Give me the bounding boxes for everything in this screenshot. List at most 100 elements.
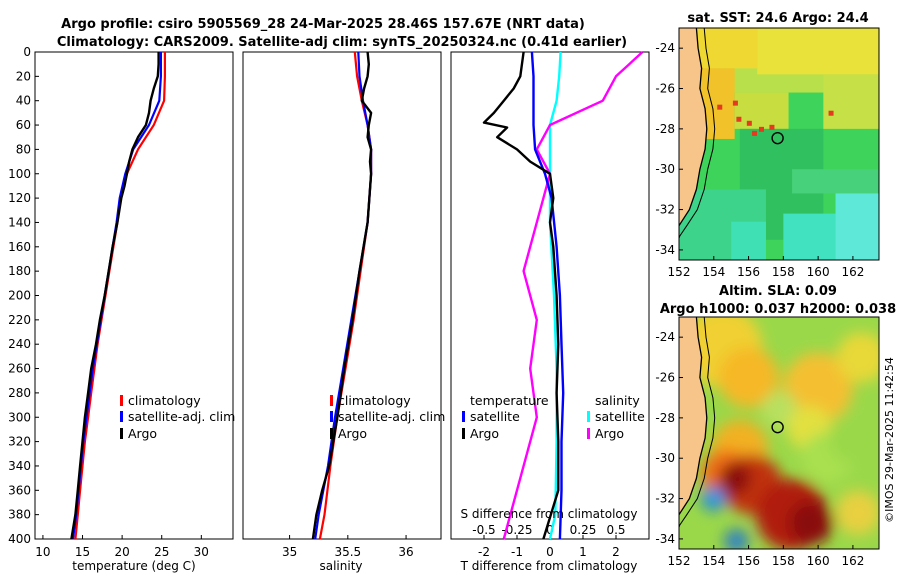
legend-swatch-t-satellite [462,411,465,422]
shelf-line [679,28,716,240]
depth-tick-label: 100 [8,167,31,181]
difference-legend: temperature satellite Argo salinity sate… [462,393,645,441]
depth-tick-label: 280 [8,386,31,400]
x-tick-label: -1 [511,545,523,559]
map-lon-label: 162 [841,265,864,279]
depth-tick-label: 340 [8,459,31,473]
figure-title-line2: Climatology: CARS2009. Satellite-adj cli… [57,35,627,50]
legend-label-s-argo: Argo [595,426,624,441]
sst-warm-pixel [752,130,758,136]
temperature-axes [34,51,234,540]
series-line-temperature-satellite [530,51,565,540]
land-mass [679,317,708,516]
shelf-line [679,317,716,529]
temperature-xlabel: temperature (deg C) [72,559,195,573]
map-lat-label: -32 [655,492,675,506]
x-tick-label: 2 [612,545,620,559]
depth-tick-label: 40 [16,94,31,108]
map-lon-label: 160 [807,554,830,568]
sla-blob [828,414,877,463]
depth-tick-label: 120 [8,191,31,205]
salinity-panel: 35 35.5 36 salinity climatology satellite-… [242,51,445,573]
x-tick-label: 25 [154,545,169,559]
depth-tick-label: 240 [8,337,31,351]
sst-warm-pixel [769,124,775,130]
temperature-legend: climatology satellite-adj. clim Argo [120,393,235,441]
map-lat-label: -28 [655,411,675,425]
map-lat-label: -30 [655,451,675,465]
sst-patch [823,74,879,129]
legend-heading-salinity: salinity [595,393,640,408]
depth-tick-label: 180 [8,264,31,278]
x-tick-label: 35 [282,545,297,559]
sst-warm-pixel [759,126,764,132]
depth-tick-label: 400 [8,532,31,546]
legend-label-argo: Argo [338,426,367,441]
sst-warm-pixel [717,104,723,110]
map-lat-label: -30 [655,162,675,176]
legend-swatch-argo [330,428,333,439]
depth-tick-label: 160 [8,240,31,254]
sdiff-tick-label: 0.25 [570,523,597,537]
sla-blob [783,352,854,423]
sst-map-title: sat. SST: 24.6 Argo: 24.4 [687,11,868,26]
depth-tick-label: 80 [16,142,31,156]
x-tick-label: 35.5 [334,545,361,559]
sla-blob [718,347,779,408]
x-tick-label: 15 [75,545,90,559]
sla-map-frame [678,316,880,550]
salinity-axes [242,51,442,540]
map-lat-label: -34 [655,243,675,257]
series-line-salinity-argo [502,51,644,540]
map-lat-label: -28 [655,122,675,136]
map-lon-label: 160 [807,265,830,279]
sdiff-tick-label: -0.25 [501,523,532,537]
tdiff-xlabel: T difference from climatology [460,559,638,573]
map-lat-label: -24 [655,330,675,344]
legend-swatch-satellite [330,411,333,422]
legend-label-satellite: satellite-adj. clim [128,409,235,424]
x-tick-label: 20 [114,545,129,559]
salinity-xlabel: salinity [319,559,362,573]
map-lon-label: 156 [737,554,760,568]
argo-location-marker [771,131,784,145]
sst-warm-pixel [732,100,738,106]
x-tick-label: 36 [398,545,413,559]
map-lon-label: 152 [668,554,691,568]
legend-label-climatology: climatology [128,393,201,408]
temperature-panel: 0 20 40 60 80 100 120 140 160 180 200 220 240 260 280 3… [8,45,455,573]
legend-label-argo: Argo [128,426,157,441]
sst-map-frame [678,27,880,261]
series-line-temperature-argo [482,51,560,540]
legend-swatch-climatology [120,395,123,406]
x-tick-label: -2 [478,545,490,559]
map-lon-label: 158 [772,265,795,279]
map-lon-label: 156 [737,265,760,279]
salinity-legend: climatology satellite-adj. clim Argo [330,393,445,441]
legend-label-satellite: satellite-adj. clim [338,409,445,424]
depth-tick-label: 20 [16,69,31,83]
sla-map-title-line1: Altim. SLA: 0.09 [719,284,837,299]
sla-blob [718,462,751,495]
difference-axes [450,51,650,540]
depth-tick-label: 200 [8,289,31,303]
imos-timestamp: ©IMOS 29-Mar-2025 11:42:54 [883,357,896,523]
sla-blob [761,391,798,428]
depth-tick-label: 60 [16,118,31,132]
legend-label-t-satellite: satellite [470,409,520,424]
sst-patch [734,92,789,129]
legend-swatch-satellite [120,411,123,422]
sdiff-tick-label: -0.5 [472,523,495,537]
depth-tick-label: 260 [8,362,31,376]
map-lat-label: -34 [655,532,675,546]
map-lon-label: 158 [772,554,795,568]
depth-tick-label: 220 [8,313,31,327]
depth-tick-label: 0 [23,45,31,59]
sst-warm-pixel [746,120,752,126]
map-lat-label: -26 [655,371,675,385]
depth-tick-label: 320 [8,435,31,449]
sla-blob [836,332,879,383]
legend-swatch-argo [120,428,123,439]
sst-warm-pixel [736,116,742,122]
series-line-argo [311,51,373,540]
